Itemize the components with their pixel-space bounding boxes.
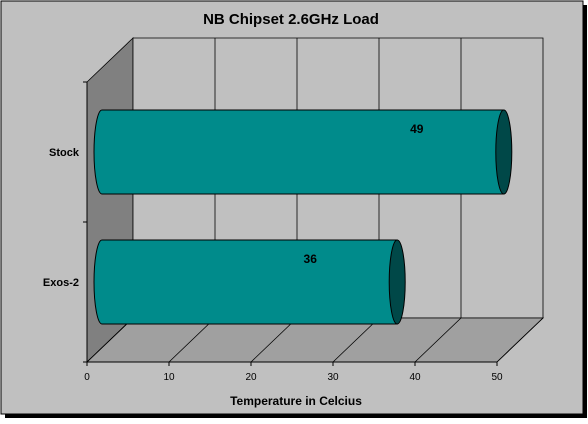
floor-gridline — [496, 317, 544, 363]
floor-gridline — [168, 317, 216, 363]
x-tick-label: 20 — [245, 372, 257, 383]
category-label: Exos-2 — [43, 277, 79, 289]
x-tick-labels: 0 10 20 30 40 50 — [84, 372, 503, 383]
chart-title: NB Chipset 2.6GHz Load — [203, 11, 379, 28]
data-label: 49 — [410, 122, 424, 136]
floor-gridline — [332, 317, 380, 363]
x-tick-label: 40 — [409, 372, 421, 383]
plot-floor — [86, 317, 544, 363]
bar-stock: 49 — [93, 109, 513, 195]
floor-gridline — [250, 317, 298, 363]
floor-gridline — [414, 317, 462, 363]
data-label: 36 — [304, 252, 318, 266]
floor-gridline — [86, 317, 134, 363]
bar-end-cap — [495, 109, 513, 195]
x-axis — [83, 81, 498, 366]
bar-body — [93, 109, 505, 195]
category-labels: Stock Exos-2 — [43, 147, 80, 289]
x-tick-label: 50 — [491, 372, 503, 383]
bar-exos-2: 36 — [93, 239, 406, 325]
x-axis-title: Temperature in Celcius — [230, 394, 362, 408]
x-tick-label: 30 — [327, 372, 339, 383]
x-tick-label: 10 — [163, 372, 175, 383]
category-label: Stock — [49, 147, 80, 159]
bar-body — [93, 239, 398, 325]
bar-end-cap — [388, 239, 406, 325]
x-tick-label: 0 — [84, 372, 90, 383]
bars: 49 36 — [93, 109, 513, 325]
